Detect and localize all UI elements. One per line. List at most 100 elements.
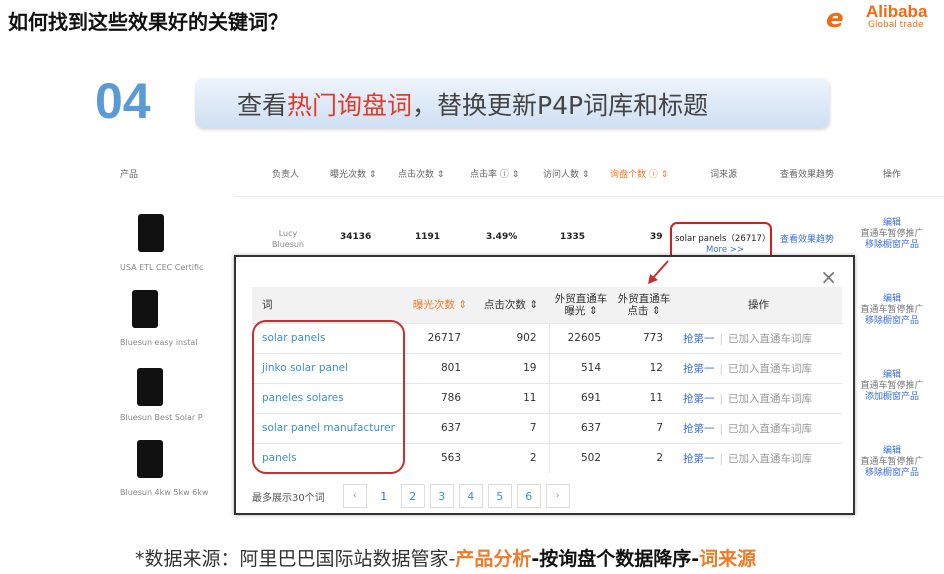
window-link[interactable]: 移除橱窗产品	[864, 468, 919, 478]
banner-post: ，替换更新P4P词库和标题	[412, 91, 709, 120]
more-link[interactable]: More >>	[706, 245, 745, 255]
p4p-clicks-cell: 11	[613, 382, 675, 413]
product-name[interactable]: Bluesun easy instal	[120, 338, 198, 347]
th-label: 外贸直通车	[617, 292, 671, 305]
page-6[interactable]: 6	[516, 484, 541, 508]
pause-link[interactable]: 直通车暂停推广	[860, 381, 924, 391]
edit-link[interactable]: 编辑	[882, 294, 901, 304]
product-name[interactable]: Bluesun 4kw 5kw 6kw	[120, 488, 209, 497]
product-image[interactable]	[138, 214, 164, 252]
exposure-cell: 786	[407, 382, 473, 413]
page-2[interactable]: 2	[400, 484, 425, 508]
clicks-cell: 19	[473, 352, 549, 383]
page-5[interactable]: 5	[487, 484, 512, 508]
product-image[interactable]	[137, 440, 163, 478]
divider: |	[719, 392, 724, 405]
keyword-link[interactable]: solar panel manufacturer	[252, 412, 407, 443]
rank-first-link[interactable]: 抢第一	[683, 422, 715, 435]
banner-pre: 查看	[237, 91, 288, 120]
added-status: 已加入直通车词库	[728, 452, 813, 465]
product-name[interactable]: USA ETL CEC Certific	[120, 263, 204, 272]
keyword-link[interactable]: panels	[252, 442, 407, 473]
page-1[interactable]: 1	[380, 489, 388, 503]
close-icon[interactable]: ×	[820, 265, 837, 289]
keyword-row: panels 563 2 502 2 抢第一 | 已加入直通车词库	[252, 442, 842, 473]
next-page-button[interactable]: ›	[545, 484, 570, 508]
pagination: 最多展示30个词 ‹ 1 2 3 4 5 6 ›	[252, 484, 575, 508]
pause-link[interactable]: 直通车暂停推广	[860, 229, 924, 239]
p4p-exposure-cell: 691	[548, 382, 613, 413]
row-inquiries: 39	[650, 232, 663, 242]
step-banner: 查看热门询盘词，替换更新P4P词库和标题	[195, 78, 829, 128]
row-ops: 编辑 直通车暂停推广 移除橱窗产品	[852, 218, 932, 251]
product-image[interactable]	[132, 290, 158, 328]
product-name[interactable]: Bluesun Best Solar P	[120, 413, 203, 422]
pause-link[interactable]: 直通车暂停推广	[860, 305, 924, 315]
col-trend: 查看效果趋势	[780, 170, 835, 180]
th-p4p-clicks[interactable]: 外贸直通车 点击 ⇕	[613, 287, 675, 323]
pause-link[interactable]: 直通车暂停推广	[860, 457, 924, 467]
page-4[interactable]: 4	[458, 484, 483, 508]
keyword-popup: × 词 曝光次数 ⇕ 点击次数 ⇕ 外贸直通车 曝光 ⇕ 外贸直通车 点击 ⇕ 操作…	[234, 255, 855, 515]
rank-first-link[interactable]: 抢第一	[683, 452, 715, 465]
exposure-cell: 26717	[407, 322, 473, 353]
row-exposure: 34136	[340, 232, 372, 242]
col-visitors[interactable]: 访问人数 ⇕	[543, 170, 590, 180]
th-exposure[interactable]: 曝光次数 ⇕	[407, 287, 473, 323]
added-status: 已加入直通车词库	[728, 392, 813, 405]
col-inquiries[interactable]: 询盘个数 ⓘ ⇕	[610, 170, 669, 180]
pager-label: 最多展示30个词	[252, 492, 325, 504]
p4p-exposure-cell: 502	[548, 442, 613, 473]
row-ops: 编辑 直通车暂停推广 添加橱窗产品	[852, 370, 932, 403]
arrow-icon	[648, 260, 669, 284]
keyword-link[interactable]: jinko solar panel	[252, 352, 407, 383]
logo-name: Alibaba	[866, 2, 928, 21]
keyword-link[interactable]: solar panels	[252, 322, 407, 353]
clicks-cell: 11	[473, 382, 549, 413]
th-label: 外贸直通车	[554, 292, 608, 305]
clicks-cell: 7	[473, 412, 549, 443]
col-owner: 负责人	[272, 170, 300, 180]
slide-title: 如何找到这些效果好的关键词？	[8, 10, 288, 34]
th-word: 词	[252, 287, 407, 323]
window-link[interactable]: 添加橱窗产品	[864, 392, 919, 402]
th-action: 操作	[675, 287, 842, 323]
col-exposure[interactable]: 曝光次数 ⇕	[330, 170, 377, 180]
col-clicks[interactable]: 点击次数 ⇕	[398, 170, 445, 180]
rank-first-link[interactable]: 抢第一	[683, 362, 715, 375]
row-ops: 编辑 直通车暂停推广 移除橱窗产品	[852, 294, 932, 327]
rank-first-link[interactable]: 抢第一	[683, 392, 715, 405]
edit-link[interactable]: 编辑	[882, 446, 901, 456]
col-ctr[interactable]: 点击率 ⓘ ⇕	[470, 170, 520, 180]
p4p-clicks-cell: 773	[613, 322, 675, 353]
row-visitors: 1335	[560, 232, 586, 242]
th-p4p-exposure[interactable]: 外贸直通车 曝光 ⇕	[549, 287, 613, 323]
keyword-row: solar panel manufacturer 637 7 637 7 抢第一…	[252, 412, 842, 443]
action-cell: 抢第一 | 已加入直通车词库	[675, 442, 842, 473]
th-clicks[interactable]: 点击次数 ⇕	[473, 287, 549, 323]
footer-text: *数据来源：阿里巴巴国际站数据管家-	[135, 548, 456, 570]
rank-first-link[interactable]: 抢第一	[683, 332, 715, 345]
footer-bold: 按询盘个数据降序	[539, 548, 692, 570]
keyword-link[interactable]: paneles solares	[252, 382, 407, 413]
prev-page-button[interactable]: ‹	[342, 484, 367, 508]
edit-link[interactable]: 编辑	[882, 218, 901, 228]
window-link[interactable]: 移除橱窗产品	[864, 316, 919, 326]
added-status: 已加入直通车词库	[728, 362, 813, 375]
p4p-clicks-cell: 7	[613, 412, 675, 443]
trend-link[interactable]: 查看效果趋势	[780, 235, 835, 245]
col-source: 词来源	[710, 170, 738, 180]
added-status: 已加入直通车词库	[728, 422, 813, 435]
window-link[interactable]: 移除橱窗产品	[864, 240, 919, 250]
banner-highlight: 热门询盘词	[287, 91, 413, 120]
action-cell: 抢第一 | 已加入直通车词库	[675, 352, 842, 383]
action-cell: 抢第一 | 已加入直通车词库	[675, 322, 842, 353]
added-status: 已加入直通车词库	[728, 332, 813, 345]
exposure-cell: 637	[407, 412, 473, 443]
keyword-row: solar panels 26717 902 22605 773 抢第一 | 已加入…	[252, 322, 842, 353]
product-image[interactable]	[137, 368, 163, 406]
page-3[interactable]: 3	[429, 484, 454, 508]
edit-link[interactable]: 编辑	[882, 370, 901, 380]
row-ops: 编辑 直通车暂停推广 移除橱窗产品	[852, 446, 932, 479]
highlight-box	[252, 320, 405, 474]
